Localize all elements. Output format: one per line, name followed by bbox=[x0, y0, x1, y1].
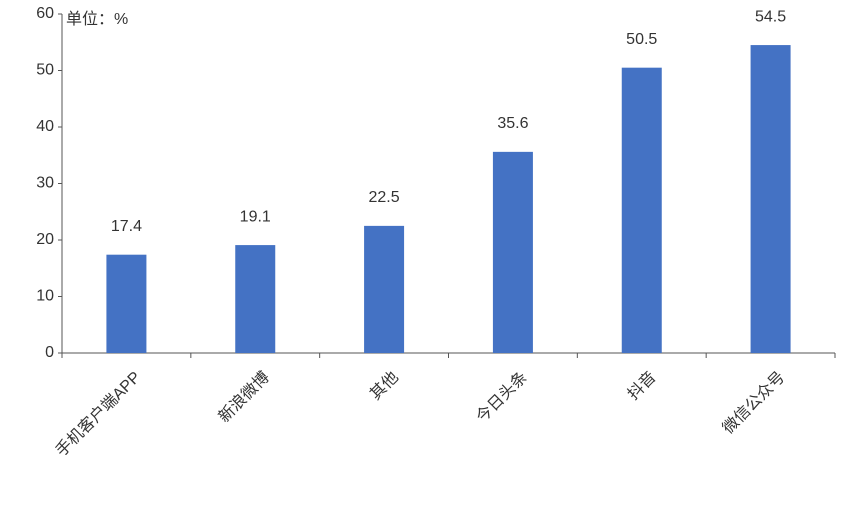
data-label: 17.4 bbox=[111, 218, 142, 235]
bar bbox=[364, 225, 405, 353]
bar bbox=[106, 254, 147, 353]
y-tick-label: 0 bbox=[45, 344, 54, 361]
y-tick-label: 20 bbox=[36, 231, 54, 248]
x-tick-label: 抖音 bbox=[624, 368, 659, 403]
bar bbox=[235, 245, 276, 353]
y-tick-label: 30 bbox=[36, 175, 54, 192]
y-tick-label: 40 bbox=[36, 118, 54, 135]
data-label: 50.5 bbox=[626, 31, 657, 48]
bar bbox=[750, 45, 791, 353]
bar bbox=[492, 151, 533, 353]
bar bbox=[621, 67, 662, 354]
x-tick-label: 微信公众号 bbox=[719, 368, 788, 437]
x-tick-label: 手机客户端APP bbox=[52, 368, 144, 460]
data-label: 35.6 bbox=[497, 115, 528, 132]
y-tick-label: 10 bbox=[36, 288, 54, 305]
unit-annotation: 单位：% bbox=[66, 10, 128, 28]
y-tick-label: 60 bbox=[36, 5, 54, 22]
data-label: 54.5 bbox=[755, 8, 786, 25]
x-tick-label: 其他 bbox=[367, 368, 402, 403]
x-tick-label: 今日头条 bbox=[473, 368, 531, 426]
data-label: 19.1 bbox=[240, 208, 271, 225]
y-tick-label: 50 bbox=[36, 62, 54, 79]
data-label: 22.5 bbox=[369, 189, 400, 206]
x-tick-label: 新浪微博 bbox=[215, 368, 273, 426]
